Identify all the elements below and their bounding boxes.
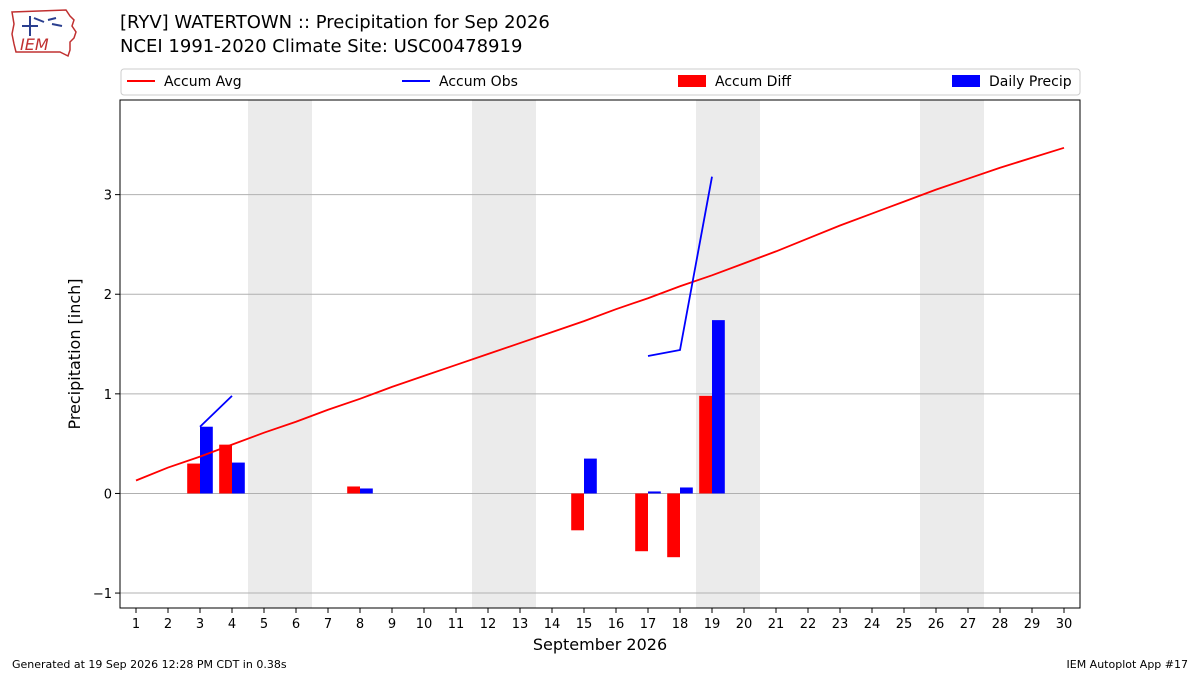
weekend-shading	[248, 100, 984, 608]
legend-label-accum-obs: Accum Obs	[439, 74, 518, 90]
x-tick-label: 19	[704, 617, 721, 632]
plot-frame	[119, 99, 1081, 609]
accum-diff-bar	[571, 493, 584, 531]
bars	[187, 320, 725, 558]
legend-swatch-daily-precip	[952, 75, 980, 87]
x-tick-label: 11	[448, 617, 465, 632]
legend: Accum Avg Accum Obs Accum Diff Daily Precip	[120, 68, 1081, 96]
accum-diff-bar	[219, 444, 232, 494]
x-tick-label: 10	[416, 617, 433, 632]
x-tick-label: 22	[800, 617, 817, 632]
x-tick-label: 4	[228, 617, 236, 632]
x-tick-label: 29	[1024, 617, 1041, 632]
autoplot-app-id: IEM Autoplot App #17	[1066, 658, 1189, 671]
x-tick-label: 9	[388, 617, 396, 632]
chart-title: [RYV] WATERTOWN :: Precipitation for Sep…	[120, 12, 550, 33]
legend-label-accum-avg: Accum Avg	[164, 74, 242, 90]
x-tick-label: 12	[480, 617, 497, 632]
weekend-band	[472, 100, 536, 608]
x-tick-label: 25	[896, 617, 913, 632]
x-tick-label: 15	[576, 617, 593, 632]
generated-timestamp: Generated at 19 Sep 2026 12:28 PM CDT in…	[12, 658, 287, 671]
y-tick-label: −1	[93, 587, 112, 602]
x-tick-label: 30	[1056, 617, 1073, 632]
daily-precip-bar	[712, 320, 725, 494]
lines	[135, 146, 1065, 482]
y-axis-label: Precipitation [inch]	[65, 278, 84, 429]
x-tick-label: 6	[292, 617, 300, 632]
y-tick-label: 3	[104, 189, 112, 204]
x-tick-label: 16	[608, 617, 625, 632]
x-axis: 1 2 3 4 5 6 7 8 9 10 11 12 13 14 15 16 17 18 19 20 21 22 23 24 2…	[132, 608, 1072, 632]
daily-precip-bar	[648, 491, 661, 494]
x-tick-label: 20	[736, 617, 753, 632]
x-tick-label: 2	[164, 617, 172, 632]
y-tick-label: 0	[104, 487, 112, 502]
x-tick-label: 14	[544, 617, 561, 632]
x-tick-label: 17	[640, 617, 657, 632]
accum-avg-line	[135, 146, 1065, 482]
iem-logo: IEM	[11, 9, 77, 58]
daily-precip-bar	[680, 487, 693, 494]
x-tick-label: 3	[196, 617, 204, 632]
logo-text: IEM	[20, 35, 49, 54]
accum-diff-bar	[187, 463, 200, 494]
weekend-band	[248, 100, 312, 608]
x-tick-label: 13	[512, 617, 529, 632]
x-tick-label: 8	[356, 617, 364, 632]
x-tick-label: 5	[260, 617, 268, 632]
weather-station-icon	[22, 16, 63, 36]
accum-obs-line	[647, 176, 713, 357]
daily-precip-bar	[584, 458, 597, 494]
x-tick-label: 27	[960, 617, 977, 632]
chart-subtitle: NCEI 1991-2020 Climate Site: USC00478919	[120, 36, 523, 57]
daily-precip-bar	[360, 488, 373, 494]
x-tick-label: 26	[928, 617, 945, 632]
accum-obs-line	[199, 395, 233, 428]
x-axis-label: September 2026	[533, 635, 667, 654]
accum-diff-bar	[635, 493, 648, 552]
legend-swatch-accum-diff	[678, 75, 706, 87]
accum-diff-bar	[347, 486, 360, 494]
x-tick-label: 7	[324, 617, 332, 632]
y-tick-label: 1	[104, 388, 112, 403]
legend-label-daily-precip: Daily Precip	[989, 74, 1072, 90]
x-tick-label: 23	[832, 617, 849, 632]
accum-diff-bar	[667, 493, 680, 558]
x-tick-label: 21	[768, 617, 785, 632]
daily-precip-bar	[232, 462, 245, 494]
weekend-band	[696, 100, 760, 608]
y-axis: −1 0 1 2 3	[93, 189, 120, 602]
accum-diff-bar	[699, 395, 712, 494]
grid-lines	[120, 194, 1080, 594]
x-tick-label: 1	[132, 617, 140, 632]
x-tick-label: 24	[864, 617, 881, 632]
iowa-state-outline	[11, 9, 77, 58]
daily-precip-bar	[200, 426, 213, 494]
legend-label-accum-diff: Accum Diff	[715, 74, 791, 90]
legend-box	[120, 68, 1081, 96]
x-tick-label: 18	[672, 617, 689, 632]
x-tick-label: 28	[992, 617, 1009, 632]
y-tick-label: 2	[104, 288, 112, 303]
